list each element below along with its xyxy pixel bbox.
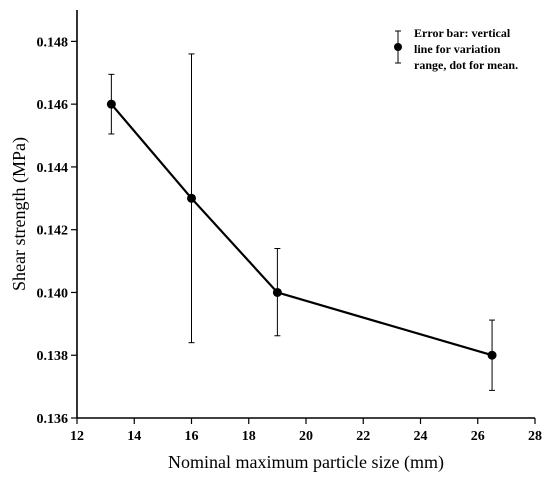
x-tick-label: 16 — [185, 429, 199, 444]
legend-marker — [394, 43, 402, 51]
data-point — [272, 287, 282, 297]
y-tick-label: 0.138 — [37, 349, 69, 364]
series-layer — [106, 53, 497, 391]
x-tick-label: 20 — [299, 429, 313, 444]
y-tick-label: 0.148 — [37, 35, 69, 50]
x-tick-label: 22 — [356, 429, 370, 444]
x-tick-label: 28 — [528, 429, 542, 444]
x-tick-label: 14 — [127, 429, 141, 444]
y-ticks: 0.136 0.138 0.140 0.142 0.144 0.146 0.148 — [37, 35, 77, 427]
x-ticks: 12 14 16 18 20 22 24 26 28 — [70, 418, 542, 444]
y-tick-label: 0.142 — [37, 224, 69, 239]
y-tick-label: 0.146 — [37, 98, 69, 113]
data-point — [487, 350, 497, 360]
series-line — [110, 103, 493, 357]
data-point — [187, 193, 196, 203]
y-axis-title: Shear strength (MPa) — [9, 137, 30, 291]
x-tick-label: 18 — [242, 429, 256, 444]
data-point — [106, 99, 116, 109]
legend: Error bar: vertical line for variation r… — [394, 26, 518, 72]
legend-line-2: line for variation — [414, 42, 501, 56]
x-tick-label: 26 — [471, 429, 485, 444]
x-tick-label: 24 — [414, 429, 428, 444]
legend-line-3: range, dot for mean. — [414, 58, 518, 72]
x-axis-title: Nominal maximum particle size (mm) — [168, 452, 444, 473]
y-tick-label: 0.140 — [37, 286, 69, 301]
legend-line-1: Error bar: vertical — [414, 26, 511, 40]
x-tick-label: 12 — [70, 429, 84, 444]
y-tick-label: 0.144 — [37, 161, 69, 176]
y-tick-label: 0.136 — [37, 412, 69, 427]
